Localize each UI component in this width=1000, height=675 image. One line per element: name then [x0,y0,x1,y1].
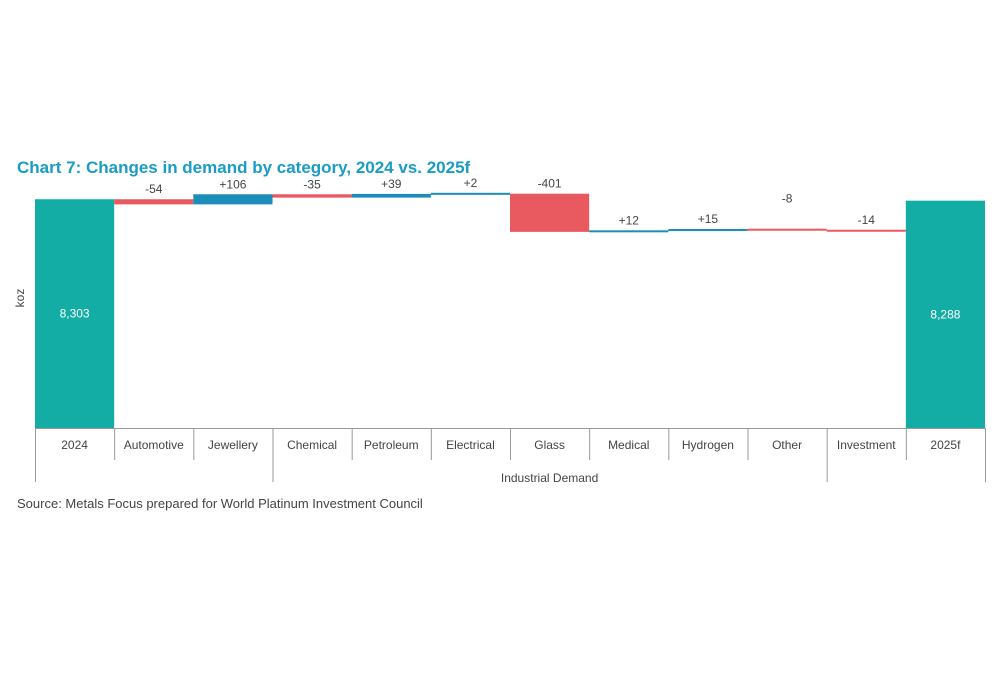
data-label-hydrogen: +15 [698,212,719,226]
bar-petroleum [351,193,431,198]
tick-label-jewellery: Jewellery [208,438,258,452]
tick-label-medical: Medical [608,438,649,452]
bar-other [747,228,827,231]
data-label-chemical: -35 [303,177,321,191]
chart-source: Source: Metals Focus prepared for World … [17,496,423,511]
bar-electrical [430,192,510,195]
tick-label-glass: Glass [534,438,565,452]
bar-automotive [114,199,194,205]
tick-label-2025f: 2025f [930,438,961,452]
tick-label-petroleum: Petroleum [364,438,419,452]
bar-2024 [35,199,115,428]
bars-layer [35,192,985,428]
group-label: Industrial Demand [501,471,598,485]
bar-investment [826,229,906,232]
tick-label-2024: 2024 [61,438,88,452]
data-label-2024: 8,303 [60,307,90,321]
bar-glass [510,193,590,232]
bar-hydrogen [668,229,748,232]
bar-2025f [905,200,985,428]
chart-title: Chart 7: Changes in demand by category, … [17,158,471,177]
data-label-glass: -401 [538,177,562,191]
tick-label-other: Other [772,438,802,452]
data-label-electrical: +2 [464,176,478,190]
tick-label-investment: Investment [837,438,896,452]
data-label-other: -8 [782,192,793,206]
tick-label-chemical: Chemical [287,438,337,452]
axis-layer [35,428,986,482]
bar-chemical [272,194,352,198]
data-label-investment: -14 [858,213,876,227]
data-label-petroleum: +39 [381,177,402,191]
tick-label-automotive: Automotive [124,438,184,452]
y-axis-label: koz [13,289,27,308]
tick-label-hydrogen: Hydrogen [682,438,734,452]
data-label-medical: +12 [619,213,640,227]
bar-jewellery [193,194,273,205]
tick-label-electrical: Electrical [446,438,495,452]
data-label-automotive: -54 [145,182,163,196]
labels-layer: 8,303 2024 -54 Automotive +106 Jewellery -35 Ch… [60,176,962,485]
data-label-2025f: 8,288 [930,307,960,321]
data-label-jewellery: +106 [219,177,246,191]
bar-medical [589,230,669,233]
